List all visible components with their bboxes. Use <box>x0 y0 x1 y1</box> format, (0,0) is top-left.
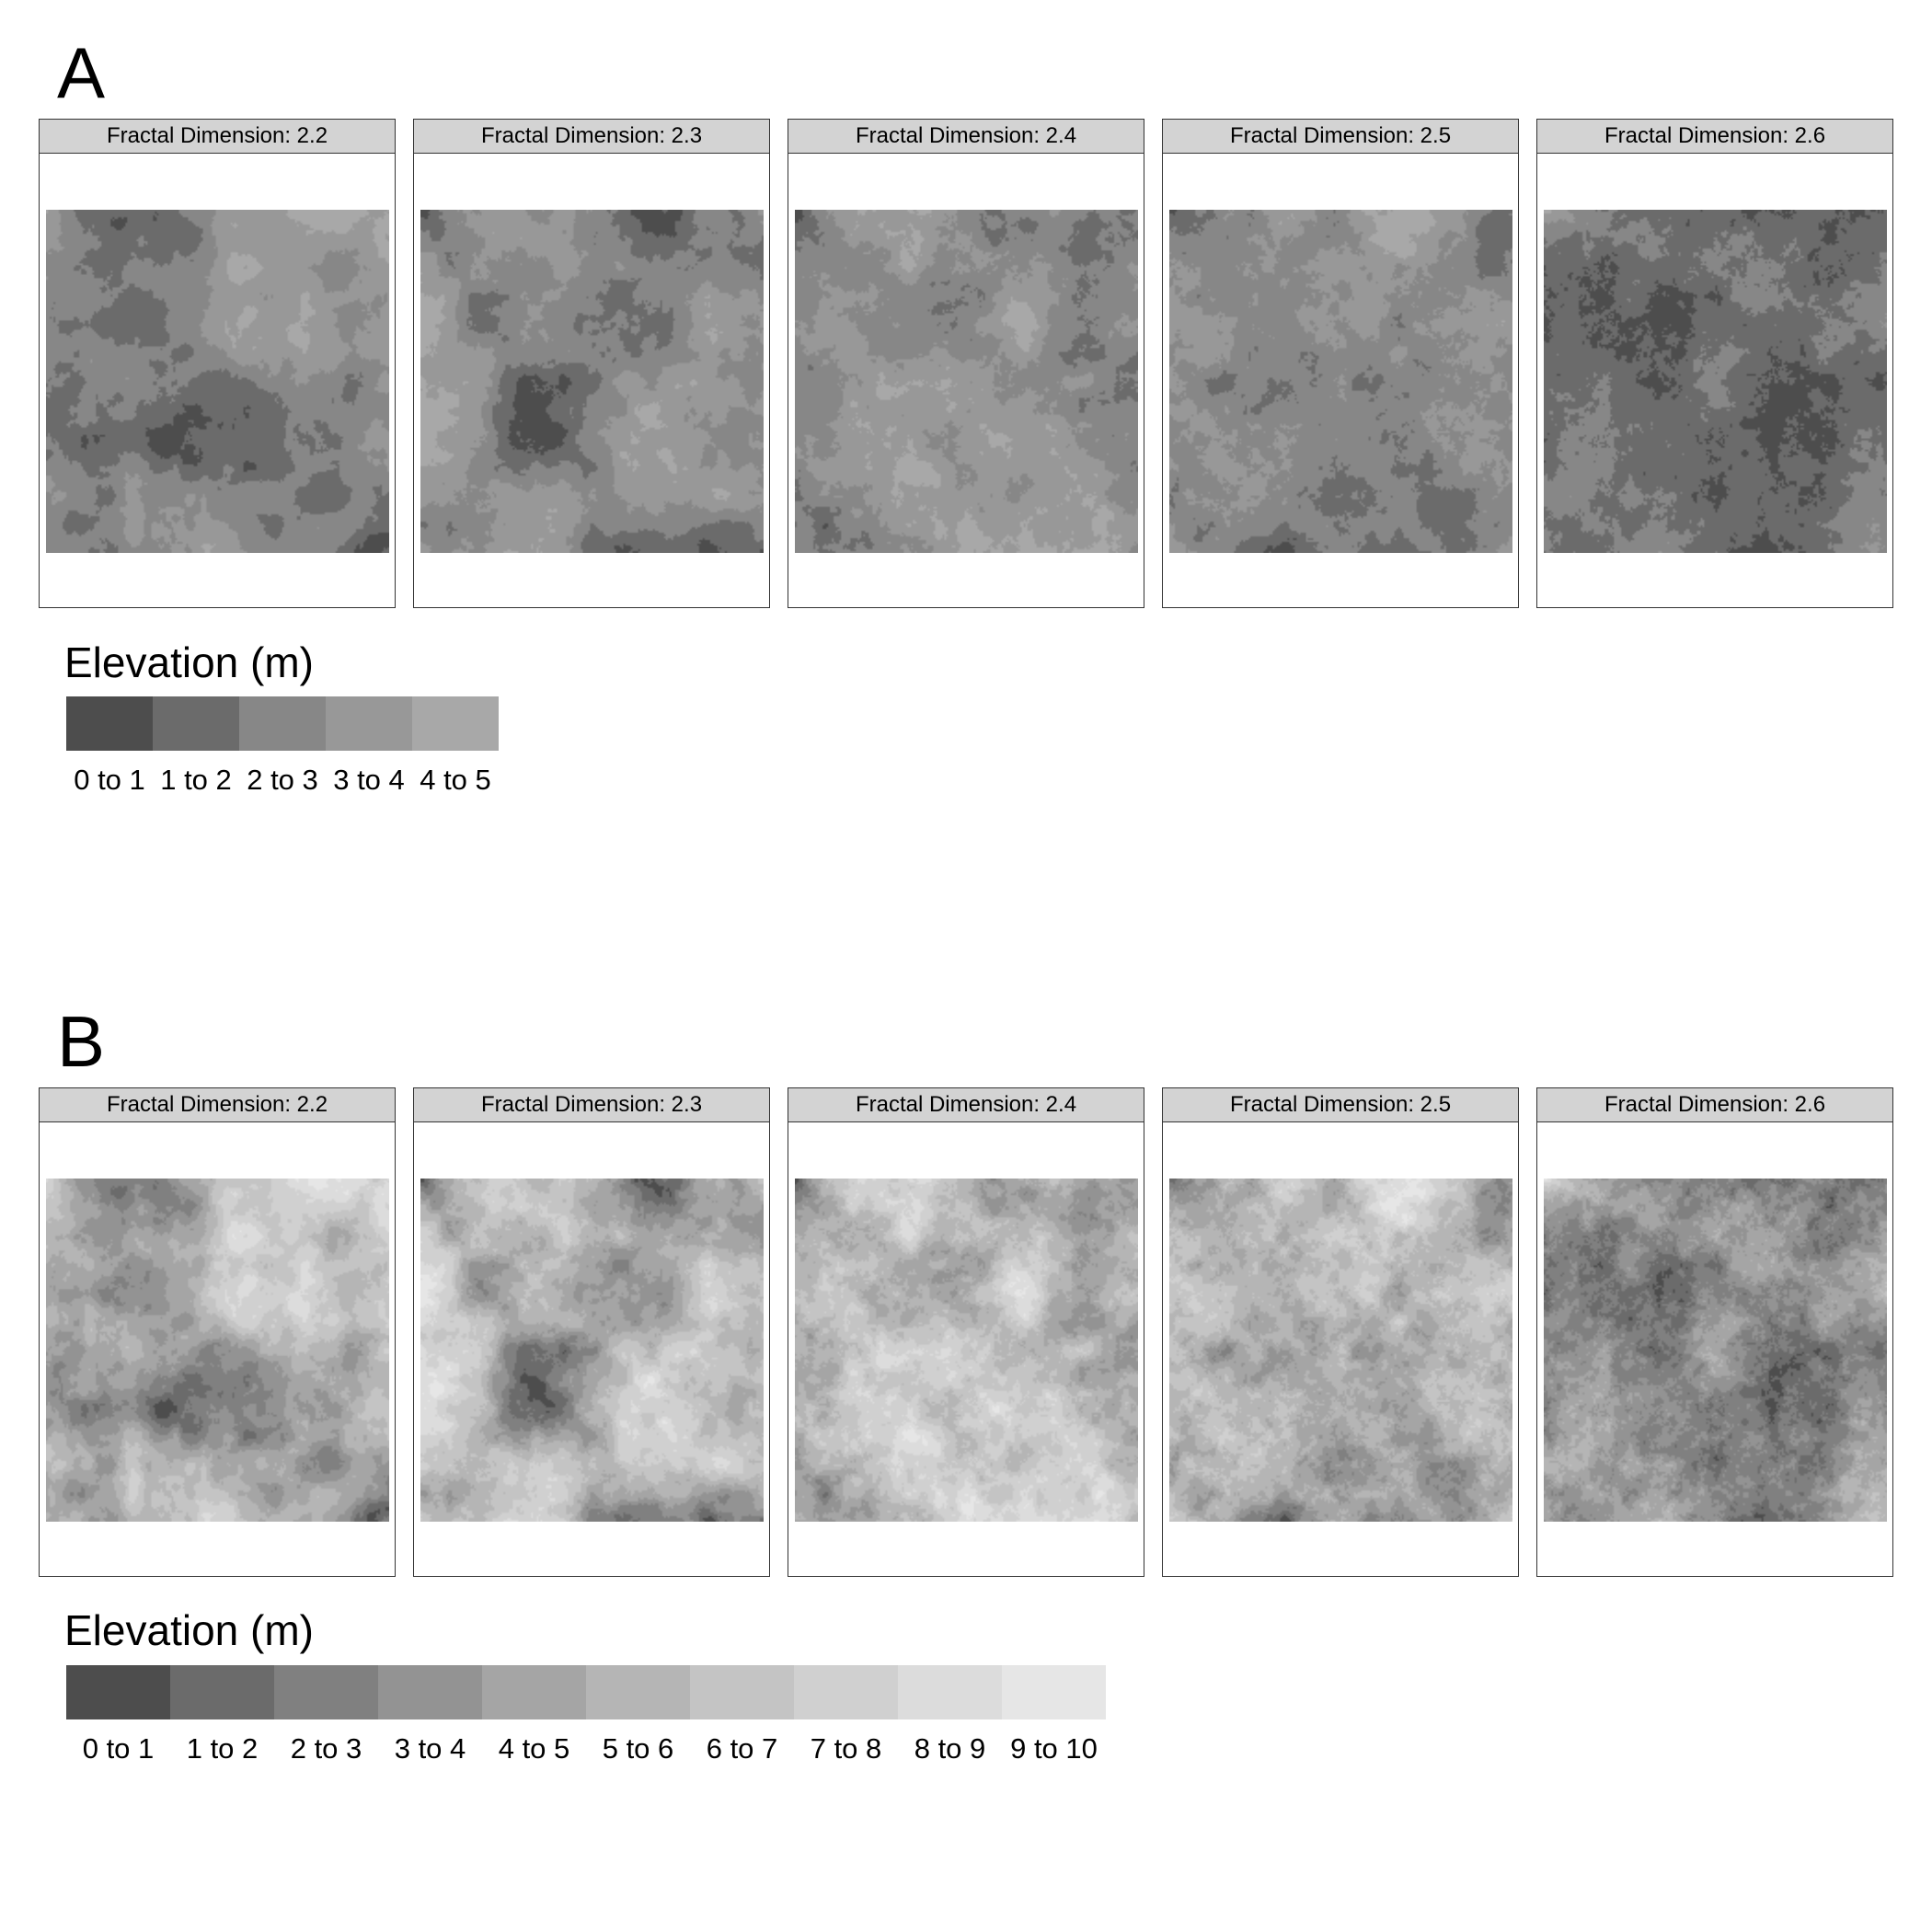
legend-label: 1 to 2 <box>186 1732 259 1765</box>
legend-label: 8 to 9 <box>914 1732 986 1765</box>
panel-label-a: A <box>57 32 106 113</box>
facet-b-3: Fractal Dimension: 2.5 <box>1162 1087 1519 1577</box>
legend-key <box>898 1665 1002 1719</box>
panel-label-b: B <box>57 1001 106 1082</box>
legend-title-a: Elevation (m) <box>64 638 314 686</box>
facet-title: Fractal Dimension: 2.4 <box>788 120 1144 154</box>
legend-label: 4 to 5 <box>420 764 491 796</box>
legend-key <box>1002 1665 1106 1719</box>
legend-key <box>412 696 499 751</box>
facet-b-1: Fractal Dimension: 2.3 <box>413 1087 770 1577</box>
elevation-map <box>795 210 1138 553</box>
facet-title: Fractal Dimension: 2.6 <box>1537 1088 1892 1122</box>
legend-key <box>170 1665 274 1719</box>
legend-key <box>482 1665 586 1719</box>
legend-label: 6 to 7 <box>706 1732 778 1765</box>
elevation-map <box>1169 210 1512 553</box>
facet-title: Fractal Dimension: 2.6 <box>1537 120 1892 154</box>
legend-key <box>66 696 153 751</box>
legend-label: 1 to 2 <box>160 764 232 796</box>
legend-bar-b <box>66 1665 1106 1719</box>
facet-row-b: Fractal Dimension: 2.2 Fractal Dimension… <box>39 1087 1893 1577</box>
legend-label: 5 to 6 <box>602 1732 674 1765</box>
legend-label: 0 to 1 <box>74 764 145 796</box>
elevation-map <box>1544 1179 1887 1522</box>
elevation-map <box>46 1179 389 1522</box>
facet-title: Fractal Dimension: 2.2 <box>40 120 395 154</box>
elevation-map <box>46 210 389 553</box>
legend-key <box>326 696 412 751</box>
legend-key <box>586 1665 690 1719</box>
legend-label: 3 to 4 <box>394 1732 466 1765</box>
facet-b-2: Fractal Dimension: 2.4 <box>788 1087 1144 1577</box>
facet-title: Fractal Dimension: 2.3 <box>414 120 769 154</box>
legend-key <box>794 1665 898 1719</box>
elevation-map <box>795 1179 1138 1522</box>
elevation-map <box>1169 1179 1512 1522</box>
legend-label: 7 to 8 <box>810 1732 882 1765</box>
legend-labels-a: 0 to 1 1 to 2 2 to 3 3 to 4 4 to 5 <box>66 764 499 797</box>
facet-title: Fractal Dimension: 2.2 <box>40 1088 395 1122</box>
legend-label: 4 to 5 <box>498 1732 570 1765</box>
legend-label: 2 to 3 <box>290 1732 362 1765</box>
legend-label: 0 to 1 <box>82 1732 155 1765</box>
legend-labels-b: 0 to 1 1 to 2 2 to 3 3 to 4 4 to 5 5 to 6 6 to… <box>66 1732 1106 1765</box>
facet-a-2: Fractal Dimension: 2.4 <box>788 119 1144 608</box>
facet-a-4: Fractal Dimension: 2.6 <box>1536 119 1893 608</box>
legend-key <box>378 1665 482 1719</box>
facet-a-1: Fractal Dimension: 2.3 <box>413 119 770 608</box>
legend-label: 3 to 4 <box>333 764 405 796</box>
legend-bar-a <box>66 696 499 751</box>
legend-key <box>274 1665 378 1719</box>
facet-title: Fractal Dimension: 2.4 <box>788 1088 1144 1122</box>
facet-title: Fractal Dimension: 2.3 <box>414 1088 769 1122</box>
facet-b-0: Fractal Dimension: 2.2 <box>39 1087 396 1577</box>
legend-key <box>153 696 239 751</box>
legend-label: 9 to 10 <box>1010 1732 1098 1765</box>
facet-title: Fractal Dimension: 2.5 <box>1163 120 1518 154</box>
legend-title-b: Elevation (m) <box>64 1606 314 1654</box>
elevation-map <box>420 1179 764 1522</box>
legend-key <box>690 1665 794 1719</box>
legend-key <box>239 696 326 751</box>
facet-b-4: Fractal Dimension: 2.6 <box>1536 1087 1893 1577</box>
facet-a-3: Fractal Dimension: 2.5 <box>1162 119 1519 608</box>
legend-label: 2 to 3 <box>247 764 318 796</box>
facet-title: Fractal Dimension: 2.5 <box>1163 1088 1518 1122</box>
elevation-map <box>1544 210 1887 553</box>
facet-row-a: Fractal Dimension: 2.2 Fractal Dimension… <box>39 119 1893 608</box>
facet-a-0: Fractal Dimension: 2.2 <box>39 119 396 608</box>
elevation-map <box>420 210 764 553</box>
legend-key <box>66 1665 170 1719</box>
